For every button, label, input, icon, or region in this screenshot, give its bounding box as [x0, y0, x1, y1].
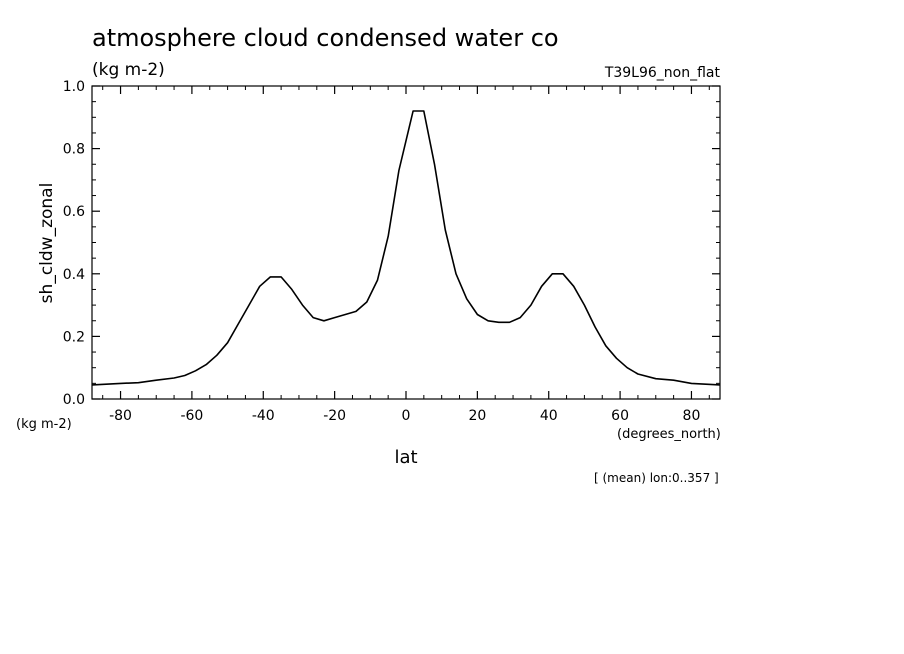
- x-tick-label: -40: [252, 408, 275, 424]
- y-units-label: (kg m-2): [16, 417, 72, 432]
- chart-units: (kg m-2): [92, 60, 165, 80]
- x-tick-label: -80: [109, 408, 132, 424]
- x-tick-label: 40: [540, 408, 558, 424]
- run-label: T39L96_non_flat: [604, 65, 721, 81]
- chart-title: atmosphere cloud condensed water co: [92, 24, 559, 52]
- x-units-label: (degrees_north): [617, 427, 721, 442]
- y-tick-label: 0.6: [63, 204, 85, 220]
- x-tick-label: 60: [611, 408, 629, 424]
- footnote: [ (mean) lon:0..357 ]: [594, 471, 719, 485]
- x-tick-label: 0: [402, 408, 411, 424]
- plot-frame: [91, 85, 721, 400]
- x-tick-label: -20: [323, 408, 346, 424]
- minor-ticks: [92, 86, 720, 399]
- x-tick-label: 20: [468, 408, 486, 424]
- x-axis-label: lat: [394, 447, 417, 468]
- x-tick-label: -60: [180, 408, 203, 424]
- y-tick-label: 0.8: [63, 142, 85, 158]
- y-tick-label: 0.2: [63, 329, 85, 345]
- y-tick-labels: 0.0 0.2 0.4 0.6 0.8 1.0: [63, 79, 85, 408]
- y-tick-label: 0.0: [63, 392, 85, 408]
- y-tick-label: 0.4: [63, 267, 85, 283]
- y-axis-label: sh_cldw_zonal: [37, 183, 57, 304]
- y-tick-label: 1.0: [63, 79, 85, 95]
- series-line: [91, 110, 721, 386]
- x-tick-label: 80: [683, 408, 701, 424]
- major-ticks: [92, 85, 720, 400]
- x-tick-labels: -80 -60 -40 -20 0 20 40 60 80: [109, 408, 700, 424]
- series-layer: [91, 110, 721, 386]
